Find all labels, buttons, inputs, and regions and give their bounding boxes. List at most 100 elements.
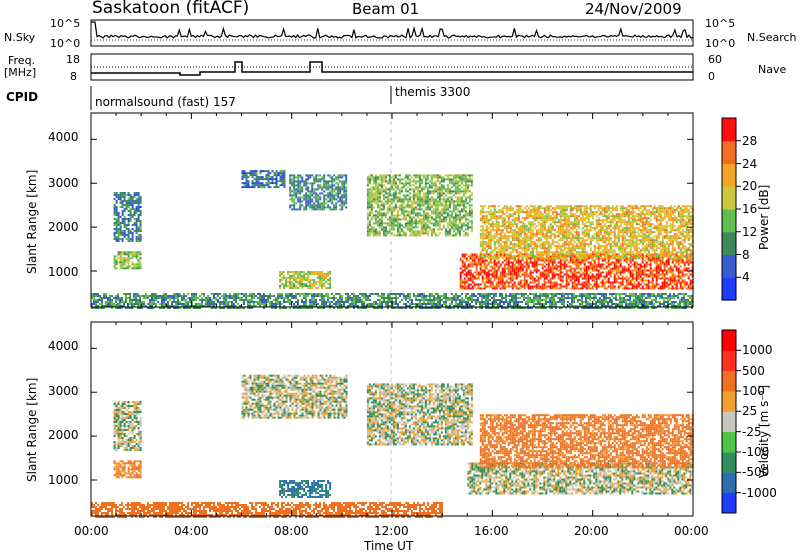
heatmap-cell bbox=[651, 287, 654, 290]
heatmap-cell bbox=[412, 200, 415, 203]
heatmap-cell bbox=[495, 255, 498, 258]
heatmap-cell bbox=[464, 186, 467, 189]
heatmap-cell bbox=[551, 257, 554, 260]
heatmap-cell bbox=[418, 200, 421, 203]
heatmap-cell bbox=[485, 229, 488, 232]
heatmap-cell bbox=[605, 271, 608, 274]
heatmap-cell bbox=[509, 251, 512, 254]
heatmap-cell bbox=[527, 249, 530, 252]
heatmap-cell bbox=[464, 192, 467, 195]
heatmap-cell bbox=[587, 213, 590, 216]
heatmap-cell bbox=[651, 253, 654, 256]
heatmap-cell bbox=[501, 255, 504, 258]
heatmap-cell bbox=[489, 209, 492, 212]
heatmap-cell bbox=[575, 261, 578, 264]
heatmap-cell bbox=[595, 265, 598, 268]
heatmap-cell bbox=[535, 257, 538, 260]
heatmap-cell bbox=[541, 257, 544, 260]
heatmap-cell bbox=[467, 279, 470, 282]
heatmap-cell bbox=[597, 245, 600, 248]
heatmap-cell bbox=[545, 269, 548, 272]
heatmap-cell bbox=[426, 182, 429, 185]
heatmap-cell bbox=[587, 265, 590, 268]
heatmap-cell bbox=[321, 186, 324, 189]
heatmap-cell bbox=[587, 261, 590, 264]
heatmap-cell bbox=[343, 190, 346, 193]
heatmap-cell bbox=[327, 275, 330, 277]
heatmap-cell bbox=[483, 285, 486, 288]
heatmap-cell bbox=[495, 239, 498, 242]
heatmap-cell bbox=[299, 271, 302, 273]
heatmap-cell bbox=[135, 230, 138, 232]
heatmap-cell bbox=[400, 208, 403, 211]
heatmap-cell bbox=[434, 176, 437, 179]
heatmap-cell bbox=[501, 267, 504, 270]
heatmap-cell bbox=[543, 285, 546, 288]
heatmap-cell bbox=[137, 230, 140, 232]
heatmap-cell bbox=[317, 198, 320, 201]
heatmap-cell bbox=[523, 251, 526, 254]
heatmap-cell bbox=[394, 174, 397, 177]
heatmap-cell bbox=[563, 237, 566, 240]
heatmap-cell bbox=[603, 237, 606, 240]
heatmap-cell bbox=[553, 237, 556, 240]
heatmap-cell bbox=[299, 198, 302, 201]
heatmap-cell bbox=[323, 174, 326, 177]
heatmap-cell bbox=[277, 172, 280, 175]
heatmap-cell bbox=[581, 245, 584, 248]
heatmap-cell bbox=[113, 210, 116, 212]
heatmap-cell bbox=[539, 247, 542, 250]
heatmap-cell bbox=[533, 257, 536, 260]
heatmap-cell bbox=[641, 281, 644, 284]
heatmap-cell bbox=[601, 227, 604, 230]
heatmap-cell bbox=[459, 285, 462, 288]
heatmap-cell bbox=[335, 178, 338, 181]
heatmap-cell bbox=[679, 275, 682, 278]
heatmap-cell bbox=[567, 231, 570, 234]
heatmap-cell bbox=[567, 273, 570, 276]
heatmap-cell bbox=[460, 216, 463, 219]
heatmap-cell bbox=[368, 178, 371, 181]
heatmap-cell bbox=[404, 184, 407, 187]
heatmap-cell bbox=[657, 267, 660, 270]
heatmap-cell bbox=[442, 176, 445, 179]
heatmap-cell bbox=[523, 275, 526, 278]
heatmap-cell bbox=[647, 269, 650, 272]
heatmap-cell bbox=[535, 209, 538, 212]
heatmap-cell bbox=[517, 251, 520, 254]
heatmap-cell bbox=[603, 233, 606, 236]
heatmap-cell bbox=[467, 283, 470, 286]
heatmap-cell bbox=[585, 283, 588, 286]
heatmap-cell bbox=[323, 206, 326, 209]
heatmap-cell bbox=[489, 219, 492, 222]
heatmap-cell bbox=[579, 251, 582, 254]
heatmap-cell bbox=[495, 277, 498, 280]
heatmap-cell bbox=[384, 180, 387, 183]
heatmap-cell bbox=[599, 265, 602, 268]
heatmap-cell bbox=[507, 285, 510, 288]
heatmap-cell bbox=[579, 263, 582, 266]
heatmap-cell bbox=[297, 188, 300, 191]
heatmap-cell bbox=[339, 198, 342, 201]
heatmap-cell bbox=[390, 194, 393, 197]
heatmap-cell bbox=[663, 265, 666, 268]
heatmap-cell bbox=[521, 279, 524, 282]
heatmap-cell bbox=[471, 285, 474, 288]
heatmap-cell bbox=[460, 224, 463, 227]
heatmap-cell bbox=[609, 263, 612, 266]
heatmap-cell bbox=[609, 273, 612, 276]
heatmap-cell bbox=[523, 287, 526, 290]
heatmap-cell bbox=[305, 178, 308, 181]
heatmap-cell bbox=[689, 269, 692, 272]
heatmap-cell bbox=[313, 190, 316, 193]
heatmap-cell bbox=[410, 224, 413, 227]
heatmap-cell bbox=[430, 178, 433, 181]
heatmap-cell bbox=[535, 253, 538, 256]
heatmap-cell bbox=[549, 269, 552, 272]
heatmap-cell bbox=[619, 265, 622, 268]
heatmap-cell bbox=[410, 228, 413, 231]
heatmap-cell bbox=[339, 188, 342, 191]
heatmap-cell bbox=[378, 234, 381, 237]
heatmap-cell bbox=[541, 275, 544, 278]
heatmap-cell bbox=[305, 180, 308, 183]
